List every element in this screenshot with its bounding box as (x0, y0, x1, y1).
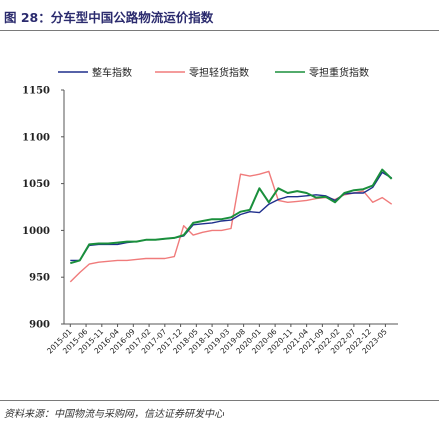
y-tick-label: 1100 (22, 132, 50, 143)
legend-label-1: 零担轻货指数 (189, 66, 249, 79)
series-line-1 (69, 170, 393, 283)
y-tick-label: 900 (29, 320, 50, 331)
title-rule (0, 30, 439, 31)
chart-legend: 整车指数 零担轻货指数 零担重货指数 (58, 66, 369, 79)
y-tick-label: 1150 (22, 86, 50, 97)
legend-label-0: 整车指数 (92, 66, 132, 79)
chart-series (69, 168, 393, 283)
y-tick-label: 1000 (22, 226, 50, 237)
y-tick-label: 950 (29, 273, 50, 284)
figure-title-bar: 图 28：分车型中国公路物流运价指数 (0, 0, 439, 30)
source-note: 资料来源：中国物流与采购网，信达证券研发中心 (4, 409, 224, 420)
y-tick-label: 1050 (22, 179, 50, 190)
series-line-2 (70, 168, 393, 265)
source-rule (0, 400, 439, 401)
legend-label-2: 零担重货指数 (309, 66, 369, 79)
figure-title: 图 28：分车型中国公路物流运价指数 (4, 10, 214, 25)
